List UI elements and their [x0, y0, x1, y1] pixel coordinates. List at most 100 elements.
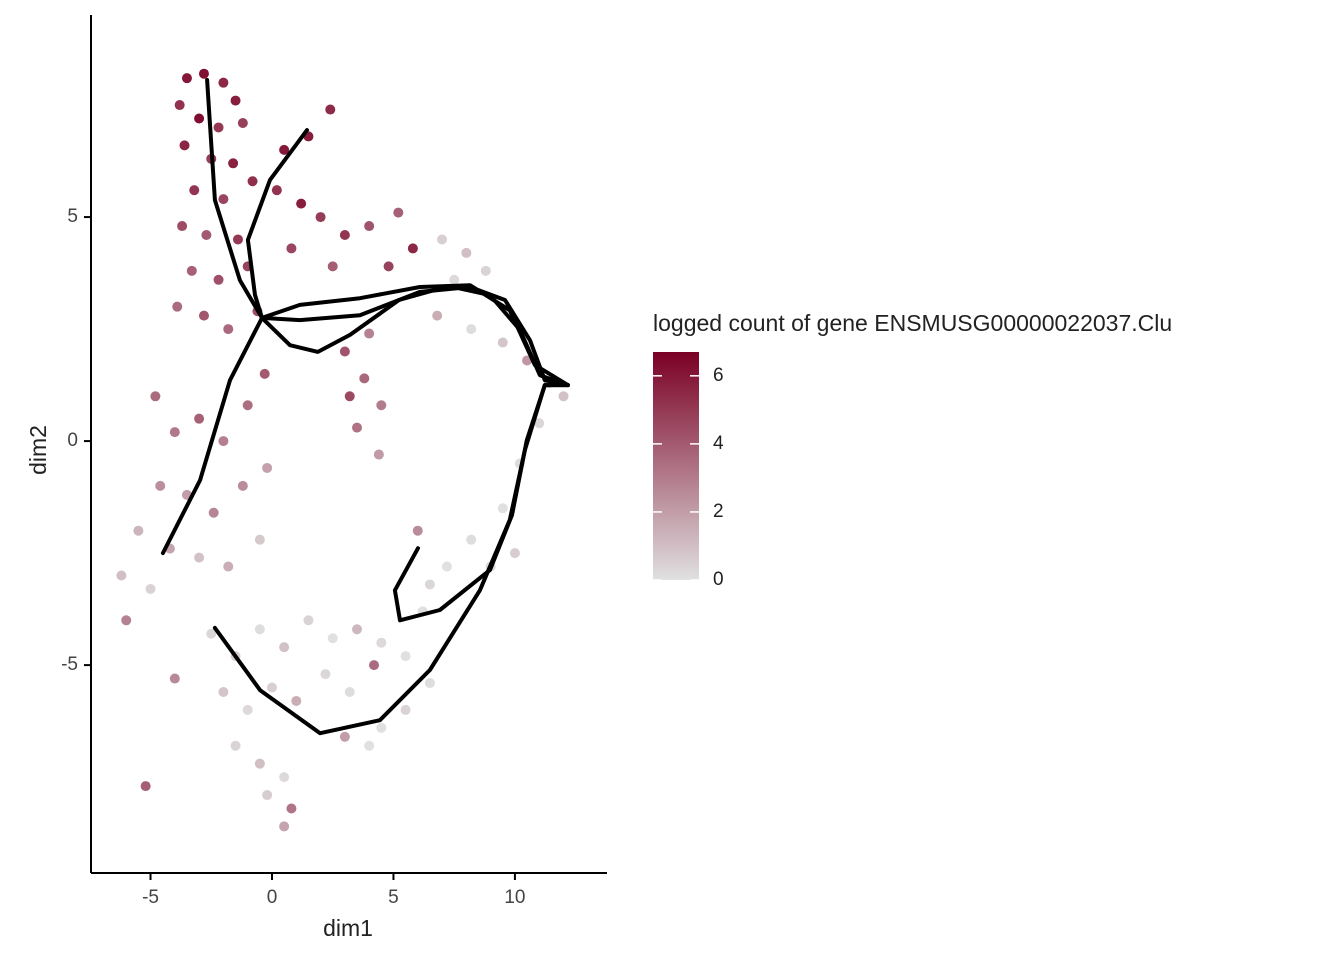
point: [201, 229, 212, 240]
point: [254, 758, 265, 769]
point: [344, 686, 355, 697]
points: [116, 68, 569, 832]
point: [424, 579, 435, 590]
point: [352, 624, 363, 635]
point: [206, 628, 217, 639]
point: [181, 73, 192, 84]
colorbar-tick-label: 2: [713, 501, 724, 522]
point: [230, 95, 241, 106]
point: [237, 117, 248, 128]
point: [218, 194, 229, 205]
point: [223, 324, 234, 335]
point: [213, 274, 224, 285]
point: [237, 480, 248, 491]
y-tick-label: 5: [67, 206, 78, 227]
x-tick-label: 0: [267, 887, 278, 908]
point: [259, 368, 270, 379]
point: [177, 221, 188, 232]
point: [327, 633, 338, 644]
point: [208, 507, 219, 518]
trajectory-curve: [160, 283, 570, 556]
trajectory-curve: [245, 128, 570, 388]
trajectory-curve: [212, 383, 570, 736]
point: [558, 391, 569, 402]
point: [254, 624, 265, 635]
point: [116, 570, 127, 581]
colorbar-tick-label: 4: [713, 433, 724, 454]
point: [466, 324, 477, 335]
point: [432, 310, 443, 321]
point: [437, 234, 448, 245]
colorbar-tick-label: 0: [713, 569, 724, 590]
point: [186, 265, 197, 276]
point: [509, 548, 520, 559]
point: [279, 144, 290, 155]
point: [400, 704, 411, 715]
x-tick-label: 5: [388, 887, 399, 908]
point: [369, 660, 380, 671]
point: [198, 310, 209, 321]
point: [189, 185, 200, 196]
point: [262, 790, 273, 801]
curves: [160, 78, 570, 736]
point: [373, 449, 384, 460]
point: [247, 176, 258, 187]
x-tick-label: 10: [504, 887, 525, 908]
point: [172, 301, 183, 312]
point: [174, 100, 185, 111]
point: [218, 686, 229, 697]
point: [303, 615, 314, 626]
point: [364, 740, 375, 751]
point: [364, 221, 375, 232]
point: [279, 772, 290, 783]
point: [279, 821, 290, 832]
point: [400, 651, 411, 662]
point: [145, 583, 156, 594]
point: [194, 113, 205, 124]
point: [169, 673, 180, 684]
point: [327, 261, 338, 272]
point: [325, 104, 336, 115]
point: [296, 198, 307, 209]
point: [359, 373, 370, 384]
point: [169, 427, 180, 438]
point: [393, 207, 404, 218]
point: [339, 229, 350, 240]
point: [266, 682, 277, 693]
colorbar: [653, 352, 699, 580]
point: [286, 803, 297, 814]
point: [242, 704, 253, 715]
point: [291, 695, 302, 706]
point: [262, 462, 273, 473]
point: [140, 781, 151, 792]
point: [376, 637, 387, 648]
point: [339, 731, 350, 742]
point: [194, 413, 205, 424]
legend-title: logged count of gene ENSMUSG00000022037.…: [653, 310, 1172, 336]
point: [232, 234, 243, 245]
point: [461, 247, 472, 258]
point: [320, 669, 331, 680]
point: [155, 480, 166, 491]
point: [315, 212, 326, 223]
point: [376, 722, 387, 733]
point: [194, 552, 205, 563]
y-tick-label: -5: [61, 654, 78, 675]
point: [407, 243, 418, 254]
colorbar-tick-label: 6: [713, 365, 724, 386]
point: [497, 503, 508, 514]
x-axis-title: dim1: [323, 915, 373, 941]
point: [218, 436, 229, 447]
point: [223, 561, 234, 572]
point: [213, 122, 224, 133]
point: [383, 261, 394, 272]
point: [228, 158, 239, 169]
point: [218, 77, 229, 88]
point: [133, 525, 144, 536]
point: [364, 328, 375, 339]
point: [339, 346, 350, 357]
point: [344, 391, 355, 402]
point: [534, 418, 545, 429]
point: [286, 243, 297, 254]
